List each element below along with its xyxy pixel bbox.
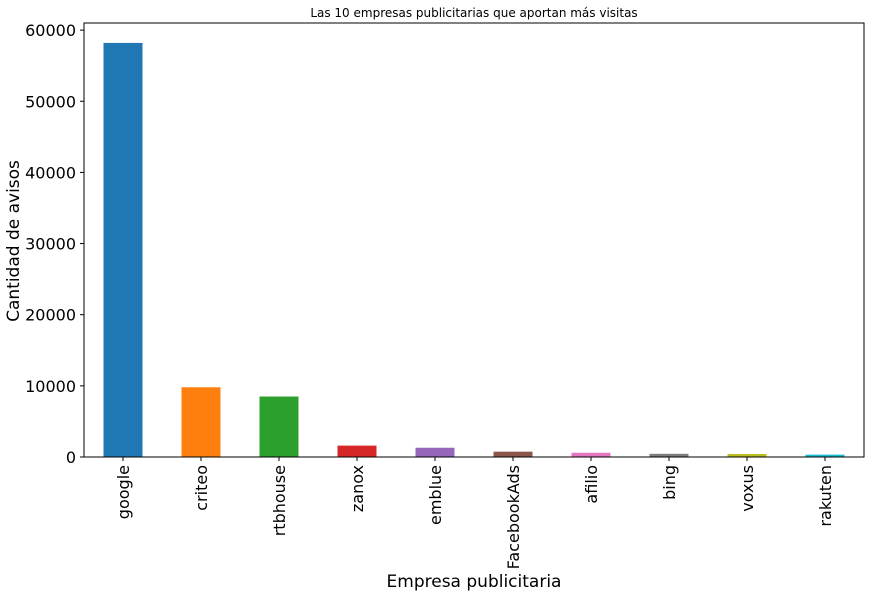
y-tick-label: 60000	[25, 21, 76, 40]
y-tick-label: 50000	[25, 92, 76, 111]
x-tick-label: bing	[660, 465, 679, 500]
y-tick-label: 30000	[25, 235, 76, 254]
x-tick-label: rtbhouse	[270, 465, 289, 536]
bar-zanox	[337, 445, 377, 457]
x-tick-label: rakuten	[816, 465, 835, 527]
bar-bing	[649, 453, 689, 457]
y-tick-label: 40000	[25, 163, 76, 182]
bar-afilio	[571, 452, 611, 457]
x-axis-ticks: google criteo rtbhouse zanox emblue FacebookA…	[114, 457, 835, 569]
bar-rtbhouse	[259, 396, 299, 457]
bars-group	[103, 42, 845, 457]
y-tick-label: 20000	[25, 306, 76, 325]
y-axis-ticks: 0 10000 20000 30000 40000 50000 60000	[25, 21, 84, 467]
bar-criteo	[181, 387, 221, 457]
bar-voxus	[727, 454, 767, 457]
x-tick-label: emblue	[426, 465, 445, 525]
y-axis-title: Cantidad de avisos	[4, 160, 24, 322]
chart-title: Las 10 empresas publicitarias que aporta…	[310, 6, 637, 20]
x-tick-label: zanox	[348, 465, 367, 512]
x-tick-label: voxus	[738, 465, 757, 512]
bar-rakuten	[805, 454, 845, 457]
x-tick-label: afilio	[582, 465, 601, 504]
y-tick-label: 10000	[25, 377, 76, 396]
bar-google	[103, 42, 143, 457]
bar-emblue	[415, 447, 455, 457]
x-tick-label: google	[114, 465, 133, 519]
y-tick-label: 0	[66, 448, 76, 467]
x-tick-label: FacebookAds	[504, 465, 523, 569]
plot-frame	[83, 22, 865, 458]
x-tick-label: criteo	[192, 465, 211, 511]
x-axis-title: Empresa publicitaria	[387, 572, 562, 592]
bar-facebookads	[493, 451, 533, 457]
